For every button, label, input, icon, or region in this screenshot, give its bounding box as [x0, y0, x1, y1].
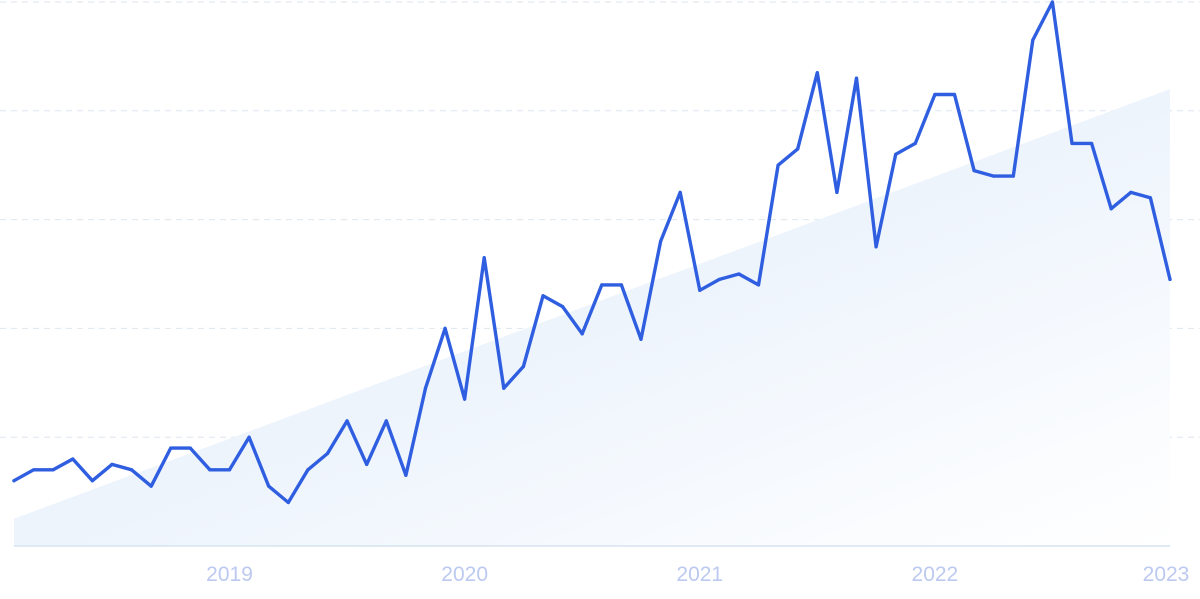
data-point-2020-10 [639, 337, 643, 341]
data-point-2019-04 [286, 500, 290, 505]
data-point-2020-06 [561, 305, 565, 309]
x-tick-label-2020: 2020 [441, 563, 488, 586]
data-point-2021-10 [874, 245, 878, 249]
data-point-2022-04 [992, 174, 996, 178]
data-points [12, 0, 1172, 505]
data-point-2019-07 [345, 419, 349, 423]
trend-area [14, 89, 1170, 546]
data-point-2020-07 [580, 332, 584, 336]
x-tick-label-2021: 2021 [676, 563, 723, 586]
data-point-2019-11 [423, 386, 428, 390]
data-point-2018-08 [129, 468, 134, 472]
data-point-2020-01 [463, 397, 467, 401]
data-point-2020-02 [482, 256, 486, 260]
data-point-2019-05 [306, 468, 310, 472]
data-point-2020-08 [600, 283, 604, 287]
data-point-2018-05 [71, 457, 75, 461]
data-point-2021-07 [815, 71, 819, 75]
data-point-2019-03 [267, 484, 271, 488]
data-point-2018-12 [208, 468, 212, 472]
data-point-2020-11 [658, 239, 663, 243]
data-point-2022-01 [933, 92, 937, 97]
data-point-2022-09 [1090, 141, 1094, 146]
x-axis-tick-labels: 2019 2020 2021 2022 2023 [206, 563, 1189, 586]
data-point-2019-08 [365, 462, 369, 466]
x-tick-label-2023: 2023 [1143, 563, 1190, 586]
data-point-2022-12 [1148, 196, 1153, 200]
data-point-2022-03 [972, 169, 976, 173]
data-point-2022-02 [952, 92, 957, 97]
data-point-2020-09 [619, 283, 623, 287]
data-point-2023-01 [1168, 277, 1172, 282]
data-point-2020-12 [678, 190, 682, 194]
data-point-2021-05 [776, 163, 780, 167]
data-point-2018-03 [31, 468, 36, 472]
data-point-2019-06 [325, 451, 330, 456]
data-point-2020-03 [502, 386, 506, 390]
data-point-2019-09 [384, 419, 388, 423]
data-point-2022-11 [1129, 190, 1133, 194]
data-point-2021-09 [854, 76, 859, 80]
series-line [12, 0, 1172, 505]
data-point-2021-06 [796, 147, 800, 151]
data-point-2022-08 [1070, 141, 1074, 146]
data-point-2021-02 [717, 277, 721, 282]
data-point-2021-08 [835, 190, 839, 194]
data-point-2021-03 [737, 272, 741, 276]
data-point-2018-06 [90, 479, 94, 483]
data-point-2018-04 [51, 468, 55, 472]
data-point-2019-10 [404, 473, 408, 477]
data-point-2019-12 [443, 326, 447, 330]
data-point-2018-11 [188, 446, 192, 450]
data-point-2019-02 [247, 435, 251, 439]
x-tick-label-2022: 2022 [912, 563, 959, 586]
data-point-2022-06 [1031, 38, 1035, 42]
data-point-2022-07 [1050, 0, 1055, 4]
data-point-2022-10 [1109, 207, 1113, 211]
data-point-2020-04 [521, 364, 526, 369]
data-point-2018-02 [12, 479, 16, 483]
x-tick-label-2019: 2019 [206, 563, 253, 586]
data-point-2021-04 [756, 283, 761, 287]
data-point-2021-11 [894, 152, 898, 156]
data-point-2018-09 [149, 484, 153, 488]
data-point-2018-10 [169, 446, 173, 450]
data-point-2018-07 [110, 462, 114, 466]
data-point-2020-05 [541, 294, 545, 298]
data-point-2022-05 [1011, 174, 1015, 178]
data-point-2021-12 [913, 141, 917, 146]
data-point-2021-01 [698, 288, 702, 292]
data-point-2019-01 [227, 468, 232, 472]
